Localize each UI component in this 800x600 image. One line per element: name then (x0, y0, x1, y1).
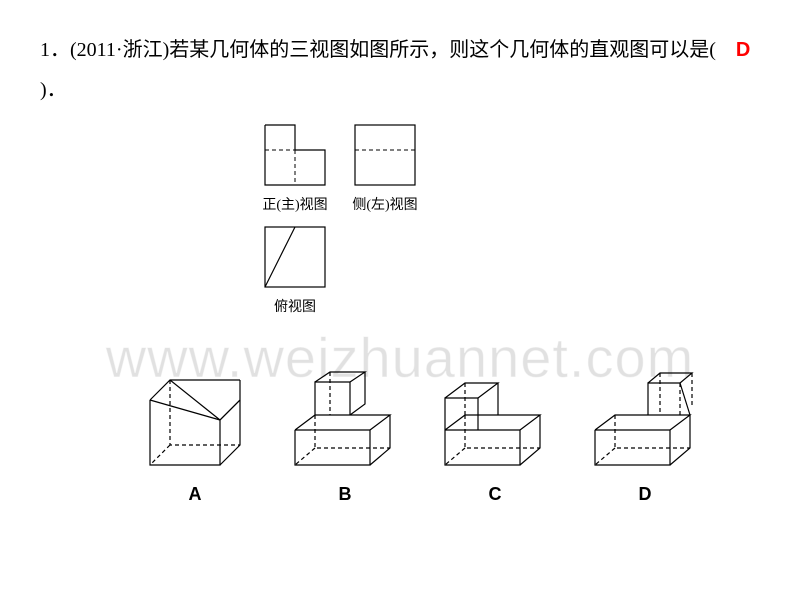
choices-row: A B (120, 370, 720, 505)
choice-A-svg (130, 370, 260, 480)
choice-B-label: B (280, 484, 410, 505)
question-body-pre: 若某几何体的三视图如图所示，则这个几何体的直观图可以是( (169, 39, 716, 61)
side-view: 侧(左)视图 (350, 120, 420, 214)
front-view-label: 正(主)视图 (260, 194, 330, 214)
choice-C-svg (430, 370, 560, 480)
question-text: 1．(2011·浙江)若某几何体的三视图如图所示，则这个几何体的直观图可以是( … (40, 30, 760, 110)
question-body-post: )． (40, 79, 67, 101)
front-view-svg (260, 120, 330, 190)
question-number: 1 (40, 39, 50, 61)
top-view-svg (260, 222, 330, 292)
side-view-label: 侧(左)视图 (350, 194, 420, 214)
top-view-label: 俯视图 (260, 296, 330, 316)
top-view: 俯视图 (260, 222, 330, 316)
side-view-svg (350, 120, 420, 190)
choice-D-label: D (580, 484, 710, 505)
choice-D: D (580, 370, 710, 505)
choice-A-label: A (130, 484, 260, 505)
choice-D-svg (580, 370, 710, 480)
question-source: (2011·浙江) (70, 39, 169, 61)
choice-B-svg (280, 370, 410, 480)
choice-A: A (130, 370, 260, 505)
choice-C-label: C (430, 484, 560, 505)
front-view: 正(主)视图 (260, 120, 330, 214)
choice-B: B (280, 370, 410, 505)
answer-letter: D (736, 39, 750, 61)
three-views: 正(主)视图 侧(左)视图 俯视图 (260, 120, 540, 316)
choice-C: C (430, 370, 560, 505)
